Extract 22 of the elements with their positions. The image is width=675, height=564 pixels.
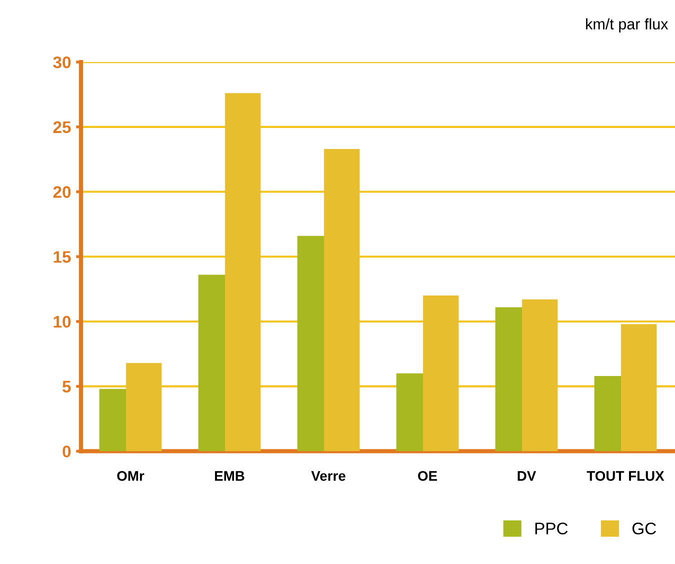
bar — [621, 324, 657, 452]
x-tick-label: OE — [418, 471, 437, 481]
y-tick-label: 10 — [54, 316, 71, 328]
y-tick-label: 15 — [54, 251, 71, 263]
x-tick-label: Verre — [311, 471, 346, 481]
y-tick-label: 0 — [62, 446, 71, 458]
y-tick-label: 5 — [62, 380, 71, 393]
bar — [324, 148, 360, 452]
x-tick-label: TOUT FLUX — [586, 471, 664, 481]
x-tick-label: DV — [518, 471, 536, 481]
y-tick-label: 30 — [53, 56, 71, 68]
bar — [225, 93, 261, 452]
legend-label: PPC — [535, 522, 568, 534]
y-tick-label: 20 — [53, 186, 71, 198]
legend-label: GC — [632, 522, 656, 534]
bar — [423, 296, 459, 452]
x-tick-label: EMB — [214, 471, 244, 481]
bar — [126, 362, 162, 452]
x-tick-label: OMr — [117, 471, 144, 481]
chart-subtitle: km/t par flux — [586, 18, 668, 32]
y-tick-label: 25 — [53, 121, 71, 134]
bar — [522, 299, 558, 452]
